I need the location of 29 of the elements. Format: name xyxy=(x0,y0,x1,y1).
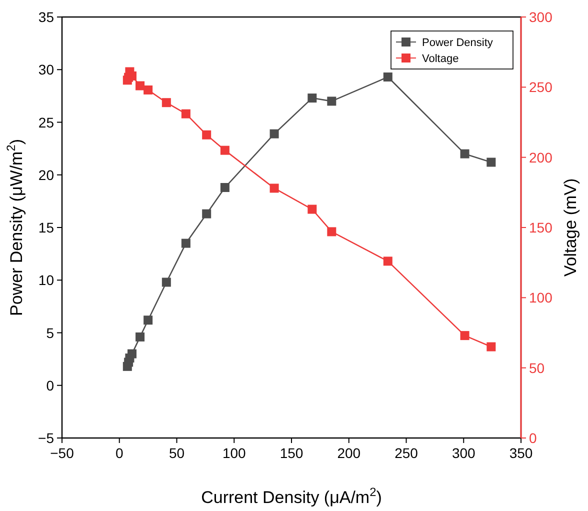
x-tick-label: 300 xyxy=(452,445,476,461)
x-tick-label: 200 xyxy=(337,445,361,461)
x-tick-label: 100 xyxy=(222,445,246,461)
y-tick-label: 30 xyxy=(38,62,54,78)
legend-label: Voltage xyxy=(422,53,459,65)
x-axis-title: Current Density (μA/m$^{2}$) xyxy=(201,485,382,507)
y-tick-label: 5 xyxy=(46,324,54,341)
y-tick-label: 10 xyxy=(38,272,54,288)
y2-tick-label: 0 xyxy=(529,430,537,446)
y2-tick-label: 100 xyxy=(529,290,553,306)
y-tick-label: 25 xyxy=(38,114,54,130)
x-tick-label: 250 xyxy=(394,445,418,461)
y2-tick-label: 150 xyxy=(529,220,553,236)
x-tick-label: −50 xyxy=(50,445,74,461)
y2-tick-label: 300 xyxy=(529,9,553,25)
x-tick-label: 50 xyxy=(168,445,185,461)
y-tick-label: 0 xyxy=(46,377,54,394)
y2-axis-title: Voltage (mV) xyxy=(561,178,580,277)
y-tick-label: 20 xyxy=(38,166,54,183)
y-tick-label: 35 xyxy=(38,9,54,25)
y-tick-label: 15 xyxy=(38,220,54,236)
y-tick-label: −5 xyxy=(38,430,54,446)
y2-tick-label: 250 xyxy=(529,79,553,96)
x-tick-label: 350 xyxy=(509,445,533,461)
legend-label: Power Density xyxy=(422,37,494,49)
y2-tick-label: 200 xyxy=(529,149,553,166)
x-tick-label: 0 xyxy=(115,445,124,461)
y2-tick-label: 50 xyxy=(529,360,545,376)
x-tick-label: 150 xyxy=(280,445,304,461)
